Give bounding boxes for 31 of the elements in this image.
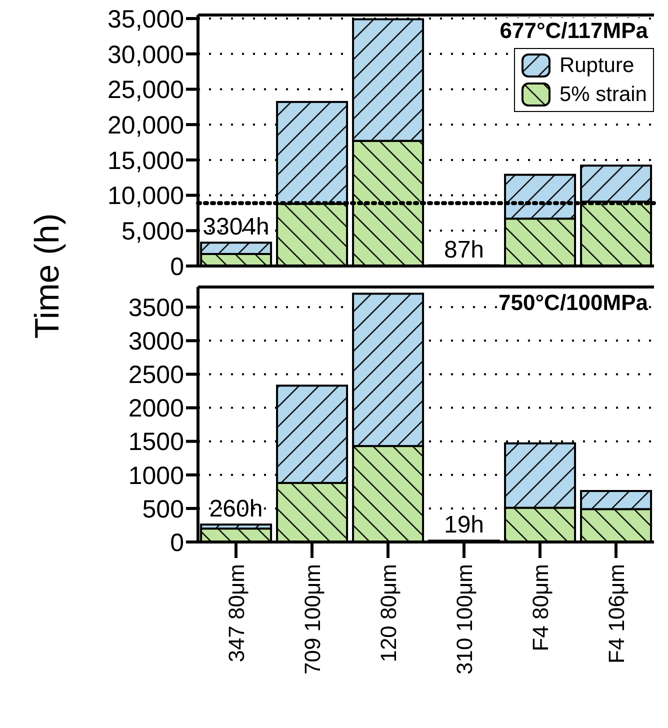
y-tick-label: 35,000 <box>108 5 184 34</box>
legend-label: 5% strain <box>559 82 647 106</box>
y-tick-label: 1500 <box>128 428 184 456</box>
y-tick-label: 500 <box>142 495 184 524</box>
chart-title: 677°C/117MPa <box>500 18 648 44</box>
y-tick-label: 30,000 <box>108 40 184 69</box>
x-tick-label: 310 100μm <box>452 564 477 675</box>
y-tick-label: 2500 <box>128 361 184 390</box>
y-tick-label: 25,000 <box>108 76 184 104</box>
x-tick-label: 347 80μm <box>224 564 249 662</box>
x-tick-label: F4 106μm <box>604 564 629 664</box>
y-tick-label: 10,000 <box>108 182 184 210</box>
annotation: 3304h <box>202 214 270 241</box>
chart-title: 750°C/100MPa <box>498 290 648 316</box>
legend-label: Rupture <box>559 54 634 78</box>
x-tick-label: 709 100μm <box>300 564 325 675</box>
annotation: 87h <box>444 236 484 264</box>
y-tick-label: 3000 <box>128 328 184 356</box>
y-tick-label: 3500 <box>128 294 184 322</box>
annotation: 260h <box>209 496 263 523</box>
annotation: 19h <box>444 512 484 539</box>
y-tick-label: 0 <box>170 528 184 557</box>
x-tick-label: F4 80μm <box>528 564 553 652</box>
y-tick-label: 20,000 <box>108 111 184 140</box>
y-tick-label: 2000 <box>128 394 184 423</box>
y-axis-title: Time (h) <box>28 213 68 339</box>
y-tick-label: 1000 <box>128 462 184 490</box>
y-tick-label: 5,000 <box>121 218 184 246</box>
x-tick-label: 120 80μm <box>376 564 401 662</box>
y-tick-label: 0 <box>170 252 184 281</box>
y-tick-label: 15,000 <box>108 146 184 175</box>
